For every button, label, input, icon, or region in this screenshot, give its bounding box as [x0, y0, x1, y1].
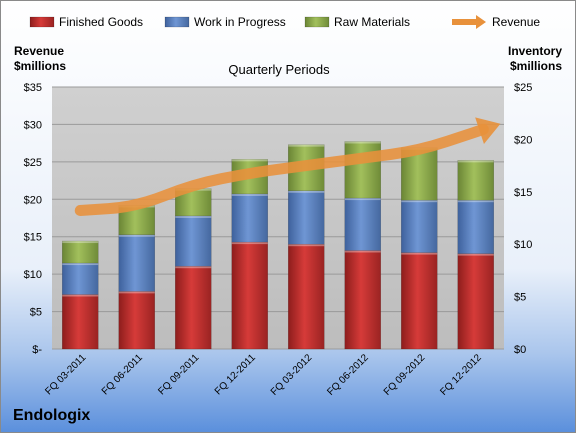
- bar-work-in-progress: [401, 199, 438, 253]
- bar-raw-materials: [62, 240, 99, 264]
- bar-finished-goods: [401, 252, 438, 350]
- left-tick-label: $25: [24, 157, 42, 169]
- bar-highlight: [288, 190, 325, 193]
- legend-swatch-finished-goods: [29, 16, 55, 28]
- legend-swatch-work-in-progress: [164, 16, 190, 28]
- bar-work-in-progress: [231, 193, 268, 243]
- left-tick-label: $30: [24, 119, 42, 131]
- right-tick-label: $20: [514, 134, 532, 146]
- company-name: Endologix: [13, 407, 90, 424]
- bar-highlight: [344, 198, 381, 201]
- bar-highlight: [457, 160, 494, 163]
- left-tick-label: $20: [24, 194, 42, 206]
- bar-highlight: [457, 253, 494, 256]
- bar-work-in-progress: [457, 199, 494, 254]
- bars: [62, 141, 494, 350]
- legend: Finished Goods Work in Progress Raw Materi…: [29, 15, 540, 29]
- left-tick-label: $-: [32, 344, 42, 356]
- bar-work-in-progress: [62, 262, 99, 295]
- legend-label-finished-goods: Finished Goods: [59, 15, 143, 29]
- bar-highlight: [62, 294, 99, 297]
- bar-finished-goods: [118, 291, 155, 350]
- bar-highlight: [401, 200, 438, 203]
- bar-finished-goods: [288, 243, 325, 350]
- bar-highlight: [231, 159, 268, 162]
- bar-finished-goods: [344, 250, 381, 350]
- right-tick-label: $10: [514, 239, 532, 251]
- legend-arrow-head: [476, 15, 486, 29]
- left-tick-label: $15: [24, 232, 42, 244]
- bar-highlight: [62, 241, 99, 244]
- bar-work-in-progress: [288, 190, 325, 245]
- bar-highlight: [175, 215, 212, 218]
- left-axis-title-line1: Revenue: [14, 44, 64, 58]
- bar-highlight: [62, 263, 99, 266]
- bar-raw-materials: [344, 141, 381, 199]
- revenue-series-line: [74, 123, 489, 217]
- legend-swatch-raw-materials: [304, 16, 330, 28]
- bar-finished-goods: [62, 294, 99, 350]
- bar-finished-goods: [231, 241, 268, 350]
- bar-highlight: [231, 193, 268, 196]
- right-tick-label: $5: [514, 292, 526, 304]
- right-axis-title-line2: $millions: [510, 59, 562, 73]
- right-tick-label: $25: [514, 82, 532, 94]
- chart-subtitle: Quarterly Periods: [228, 62, 330, 77]
- left-tick-label: $10: [24, 269, 42, 281]
- revenue-arrowhead: [475, 117, 501, 144]
- bar-highlight: [231, 242, 268, 245]
- bar-finished-goods: [457, 253, 494, 350]
- left-tick-label: $35: [24, 82, 42, 94]
- right-tick-label: $15: [514, 187, 532, 199]
- left-tick-label: $5: [30, 307, 42, 319]
- left-axis-ticks: $- $5 $10 $15 $20 $25 $30 $35: [24, 82, 43, 356]
- right-axis-ticks: $0 $5 $10 $15 $20 $25: [514, 82, 532, 356]
- bar-highlight: [457, 200, 494, 203]
- right-tick-label: $0: [514, 344, 526, 356]
- bar-highlight: [288, 144, 325, 147]
- bar-highlight: [344, 250, 381, 253]
- legend-label-work-in-progress: Work in Progress: [194, 15, 286, 29]
- bar-highlight: [118, 234, 155, 237]
- right-axis-title-line1: Inventory: [508, 44, 562, 58]
- bar-finished-goods: [175, 265, 212, 350]
- left-axis-title-line2: $millions: [14, 59, 66, 73]
- bar-highlight: [118, 291, 155, 294]
- revenue-line: [74, 117, 501, 217]
- legend-label-raw-materials: Raw Materials: [334, 15, 410, 29]
- bar-work-in-progress: [344, 197, 381, 251]
- bar-raw-materials: [457, 160, 494, 201]
- bar-highlight: [344, 141, 381, 144]
- bar-highlight: [288, 244, 325, 247]
- bar-highlight: [401, 252, 438, 255]
- bar-work-in-progress: [118, 234, 155, 292]
- bar-highlight: [175, 266, 212, 269]
- legend-label-revenue: Revenue: [492, 15, 540, 29]
- bar-work-in-progress: [175, 215, 212, 267]
